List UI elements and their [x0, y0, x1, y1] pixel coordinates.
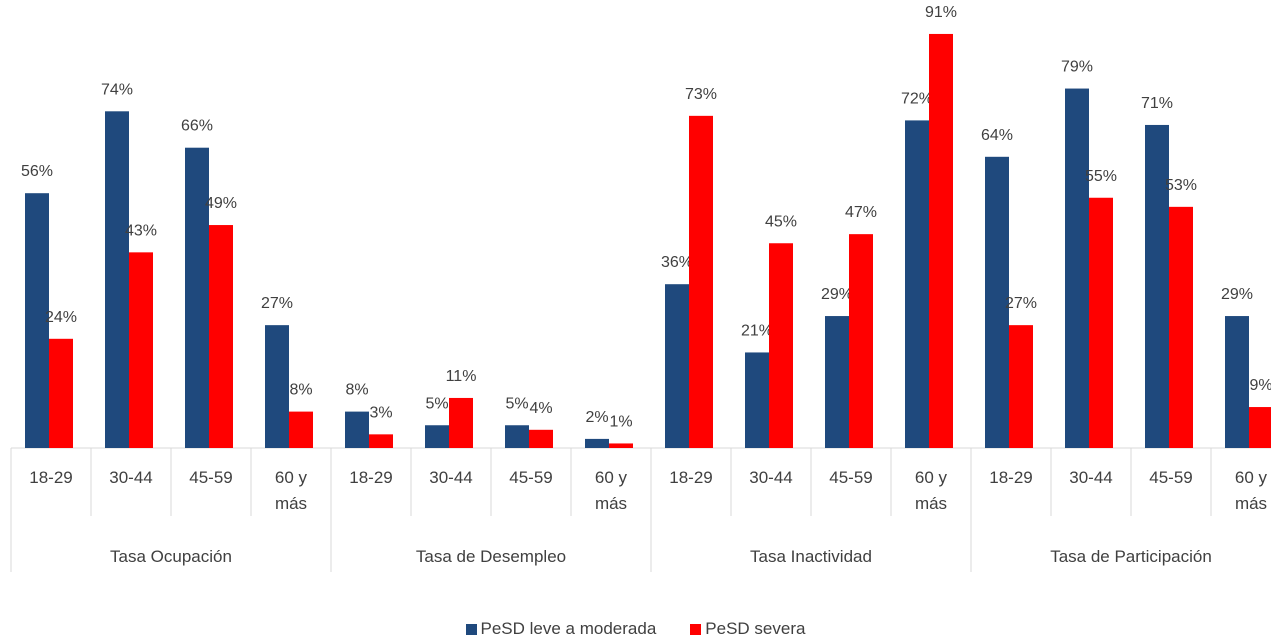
bar-series-1-2-3 — [929, 33, 953, 448]
bar-series-0-2-2 — [825, 316, 849, 448]
data-label-series-0-2-0: 36% — [661, 254, 693, 271]
tick-label-0-3: 60 y más — [275, 468, 308, 513]
bar-series-1-2-1 — [769, 243, 793, 448]
data-label-series-1-2-3: 91% — [925, 4, 957, 21]
data-label-series-1-2-1: 45% — [765, 213, 797, 230]
tick-label-0-2: 45-59 — [189, 468, 232, 487]
data-label-series-1-0-3: 8% — [289, 382, 312, 399]
data-label-series-1-3-2: 53% — [1165, 177, 1197, 194]
bar-chart-plot: 56% 24% 18-29 74% 43% 30-44 66% 49% 45-59 27% 8% 60… — [10, 4, 1271, 572]
legend-label-series-1: PeSD severa — [705, 619, 806, 638]
tick-label-3-0: 18-29 — [989, 468, 1032, 487]
group-label-2: Tasa Inactividad — [750, 547, 872, 566]
data-label-series-1-2-0: 73% — [685, 86, 717, 103]
bar-series-0-3-3 — [1225, 316, 1249, 448]
bar-series-0-2-3 — [905, 120, 929, 449]
legend-swatch-series-1 — [690, 623, 702, 635]
data-label-series-1-1-3: 1% — [609, 413, 632, 430]
bar-series-0-3-0 — [985, 156, 1009, 449]
data-label-series-0-3-0: 64% — [981, 127, 1013, 144]
data-label-series-1-1-1: 11% — [446, 368, 477, 385]
data-label-series-1-3-1: 55% — [1085, 168, 1117, 185]
tick-label-1-3: 60 y más — [595, 468, 628, 513]
tick-label-3-3: 60 y más — [1235, 468, 1268, 513]
bar-series-1-3-3 — [1249, 407, 1271, 448]
bar-series-1-2-0 — [689, 115, 713, 448]
data-label-series-1-1-0: 3% — [369, 404, 392, 421]
group-label-0: Tasa Ocupación — [110, 547, 232, 566]
bar-series-0-3-1 — [1065, 88, 1089, 449]
bar-series-0-2-1 — [745, 352, 769, 448]
bar-series-0-0-0 — [25, 193, 49, 448]
tick-label-0-1: 30-44 — [109, 468, 152, 487]
bar-series-0-1-2 — [505, 425, 529, 448]
legend-swatch-series-0 — [465, 623, 477, 635]
legend-label-series-0: PeSD leve a moderada — [480, 619, 657, 638]
data-label-series-1-0-2: 49% — [205, 195, 237, 212]
data-label-series-1-3-0: 27% — [1005, 295, 1037, 312]
group-label-3: Tasa de Participación — [1050, 547, 1212, 566]
data-label-series-0-2-2: 29% — [821, 286, 853, 303]
bar-series-1-0-3 — [289, 411, 313, 448]
legend-item-series-0: PeSD leve a moderada — [465, 619, 657, 639]
data-label-series-1-0-1: 43% — [125, 222, 157, 239]
data-label-series-0-3-3: 29% — [1221, 286, 1253, 303]
data-label-series-0-2-1: 21% — [741, 322, 773, 339]
data-label-series-0-0-2: 66% — [181, 118, 213, 135]
bar-series-1-3-2 — [1169, 206, 1193, 448]
tick-label-2-1: 30-44 — [749, 468, 792, 487]
bar-series-0-1-1 — [425, 425, 449, 448]
bar-series-1-0-2 — [209, 225, 233, 448]
tick-label-2-3: 60 y más — [915, 468, 948, 513]
bar-series-1-1-1 — [449, 397, 473, 448]
data-label-series-1-3-3: 9% — [1249, 377, 1271, 394]
tick-label-0-0: 18-29 — [29, 468, 72, 487]
bar-series-0-2-0 — [665, 284, 689, 448]
tick-label-1-0: 18-29 — [349, 468, 392, 487]
tick-label-3-1: 30-44 — [1069, 468, 1112, 487]
group-label-1: Tasa de Desempleo — [416, 547, 566, 566]
bar-series-0-0-1 — [105, 111, 129, 449]
bar-series-1-3-1 — [1089, 197, 1113, 448]
bar-series-0-0-2 — [185, 147, 209, 448]
tick-label-2-2: 45-59 — [829, 468, 872, 487]
data-label-series-1-0-0: 24% — [45, 309, 77, 326]
bar-series-1-1-3 — [609, 443, 633, 448]
data-label-series-0-2-3: 72% — [901, 90, 933, 107]
data-label-series-0-0-0: 56% — [21, 163, 53, 180]
legend-item-series-1: PeSD severa — [690, 619, 805, 639]
legend: PeSD leve a moderada PeSD severa — [0, 619, 1271, 639]
bar-series-1-2-2 — [849, 234, 873, 448]
bar-series-0-1-3 — [585, 438, 609, 448]
data-label-series-0-1-3: 2% — [585, 409, 608, 426]
tick-label-1-1: 30-44 — [429, 468, 472, 487]
bar-series-0-1-0 — [345, 411, 369, 448]
data-label-series-0-1-2: 5% — [505, 395, 528, 412]
bar-series-0-0-3 — [265, 325, 289, 448]
bar-series-1-1-0 — [369, 434, 393, 448]
data-label-series-1-2-2: 47% — [845, 204, 877, 221]
data-label-series-0-3-2: 71% — [1141, 95, 1173, 112]
bar-series-1-3-0 — [1009, 325, 1033, 448]
bar-series-1-0-0 — [49, 338, 73, 448]
tick-label-2-0: 18-29 — [669, 468, 712, 487]
data-label-series-0-0-1: 74% — [101, 81, 133, 98]
bar-series-1-0-1 — [129, 252, 153, 448]
data-label-series-0-3-1: 79% — [1061, 59, 1093, 76]
data-label-series-1-1-2: 4% — [529, 400, 552, 417]
tick-label-3-2: 45-59 — [1149, 468, 1192, 487]
data-label-series-0-1-1: 5% — [425, 395, 448, 412]
tick-label-1-2: 45-59 — [509, 468, 552, 487]
bar-series-1-1-2 — [529, 429, 553, 448]
data-label-series-0-1-0: 8% — [345, 382, 368, 399]
bar-series-0-3-2 — [1145, 124, 1169, 448]
data-label-series-0-0-3: 27% — [261, 295, 293, 312]
